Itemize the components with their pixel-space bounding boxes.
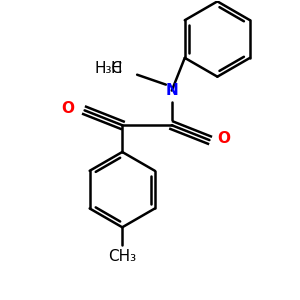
Text: CH₃: CH₃ [108,249,136,264]
Text: O: O [62,101,75,116]
Text: N: N [165,83,178,98]
Text: H: H [111,61,122,76]
Text: O: O [218,130,230,146]
Text: H₃C: H₃C [94,61,122,76]
